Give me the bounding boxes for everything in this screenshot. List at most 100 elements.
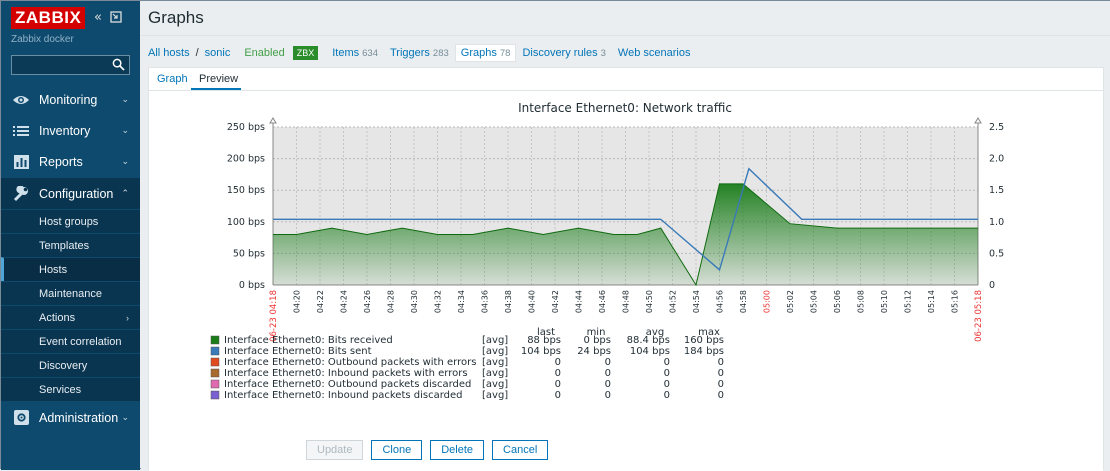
y-axis-right-arrow [974,117,982,124]
x-tick-label: 05:02 [786,290,795,313]
triggers-tab[interactable]: Triggers 283 [390,47,449,59]
search-box[interactable] [11,55,130,76]
y-tick-label: 250 bps [227,122,265,133]
x-tick-label: 04:46 [598,290,607,313]
legend-swatch [210,379,220,389]
sidebar: ZABBIX « Zabbix docker Monitoring ⌄ Inve… [1,1,140,470]
menu-monitoring[interactable]: Monitoring ⌄ [1,84,140,115]
submenu-templates[interactable]: Templates [1,233,140,257]
search-input[interactable] [12,57,112,76]
legend-item-max: 184 bps [684,346,724,357]
chevron-down-icon: ⌄ [121,94,129,104]
host-link[interactable]: sonic [204,47,231,59]
legend-item-min: 24 bps [577,346,611,357]
legend-item-min: 0 [605,357,611,368]
active-tab-indicator [191,88,241,90]
items-link[interactable]: Items [332,47,360,59]
tab-preview[interactable]: Preview [199,73,239,85]
legend-item-max: 0 [718,390,724,401]
graphs-link[interactable]: Graphs [460,47,497,59]
submenu-actions-label: Actions [39,312,76,324]
menu-monitoring-label: Monitoring [39,92,98,107]
y-right-tick-label: 2.0 [989,154,1004,165]
web-scenarios-tab[interactable]: Web scenarios [618,47,691,59]
legend-item-last: 0 [555,368,561,379]
menu-reports[interactable]: Reports ⌄ [1,146,140,177]
delete-button[interactable]: Delete [430,440,485,460]
legend-item-name: Interface Ethernet0: Inbound packets wit… [224,368,468,379]
legend-column-header: avg [646,327,664,338]
submenu-maintenance[interactable]: Maintenance [1,281,140,305]
discovery-rules-link[interactable]: Discovery rules [522,47,598,59]
y-tick-label: 150 bps [227,185,265,196]
legend-item-function: [avg] [482,335,508,346]
submenu-actions[interactable]: Actions › [1,305,140,329]
submenu-hosts[interactable]: Hosts [1,257,140,281]
all-hosts-link[interactable]: All hosts [148,47,190,59]
y-right-tick-label: 1.5 [989,185,1004,196]
form-tabs: Graph Preview [149,68,1103,91]
legend-item-max: 0 [718,379,724,390]
legend-swatch [210,368,220,378]
breadcrumb-separator: / [195,47,199,59]
menu-inventory[interactable]: Inventory ⌄ [1,115,140,146]
web-scenarios-link[interactable]: Web scenarios [617,47,691,59]
tab-graph[interactable]: Graph [157,73,188,85]
x-tick-label: 04:52 [669,290,678,313]
legend-item-min: 0 [605,390,611,401]
graphs-tab[interactable]: Graphs 78 [454,44,517,62]
search-icon[interactable] [112,58,125,71]
x-tick-label: 04:56 [716,290,725,313]
legend-item-last: 0 [555,379,561,390]
y-tick-label: 200 bps [227,154,265,165]
submenu-services[interactable]: Services [1,377,140,401]
cancel-button[interactable]: Cancel [492,440,549,460]
items-tab[interactable]: Items 634 [332,47,378,59]
host-status-enabled[interactable]: Enabled [244,47,285,59]
items-count: 634 [362,48,378,59]
x-tick-label: 04:54 [692,290,701,313]
clone-button[interactable]: Clone [371,440,423,460]
graphs-count: 78 [499,48,511,59]
legend-item-max: 160 bps [684,335,724,346]
legend-item-avg: 0 [664,357,670,368]
x-tick-label: 04:30 [410,290,419,313]
menu-administration[interactable]: Administration ⌄ [1,402,140,433]
sidebar-controls: « [94,11,122,27]
x-tick-label: 05:08 [857,290,866,313]
legend-item-min: 0 bps [584,335,611,346]
triggers-count: 283 [432,48,449,59]
logo-row: ZABBIX [11,7,86,29]
bar-chart-icon [12,154,30,170]
x-tick-label: 05:06 [833,290,842,313]
server-name: Zabbix docker [11,34,74,45]
menu-configuration[interactable]: Configuration ⌃ [1,178,140,209]
x-tick-label: 05:16 [951,290,960,313]
x-tick-label: 04:50 [645,290,654,313]
kiosk-mode-icon[interactable] [110,11,122,27]
triggers-link[interactable]: Triggers [389,47,430,59]
list-icon [12,123,30,139]
legend-item-name: Interface Ethernet0: Bits received [224,335,393,346]
update-button[interactable]: Update [306,440,364,460]
page-title: Graphs [148,8,204,27]
x-tick-label: 05:14 [927,290,936,313]
network-traffic-chart: Interface Ethernet0: Network traffic 0 b… [210,101,1004,401]
discovery-rules-tab[interactable]: Discovery rules 3 [522,47,605,59]
legend-item-avg: 88.4 bps [627,335,670,346]
zabbix-logo[interactable]: ZABBIX [11,7,86,29]
collapse-sidebar-icon[interactable]: « [94,10,102,25]
x-tick-label: 04:34 [457,290,466,313]
gear-icon [12,410,30,426]
x-tick-label: 04:40 [528,290,537,313]
legend-item-avg: 0 [664,390,670,401]
submenu-discovery[interactable]: Discovery [1,353,140,377]
x-tick-label: 04:44 [575,290,584,313]
submenu-event-correlation[interactable]: Event correlation [1,329,140,353]
chevron-right-icon: › [126,313,129,323]
x-range-label: 06-23 04:18 [269,290,279,342]
submenu-host-groups[interactable]: Host groups [1,209,140,233]
x-tick-label: 04:38 [504,290,513,313]
y-tick-label: 50 bps [233,248,265,259]
wrench-icon [12,185,30,202]
